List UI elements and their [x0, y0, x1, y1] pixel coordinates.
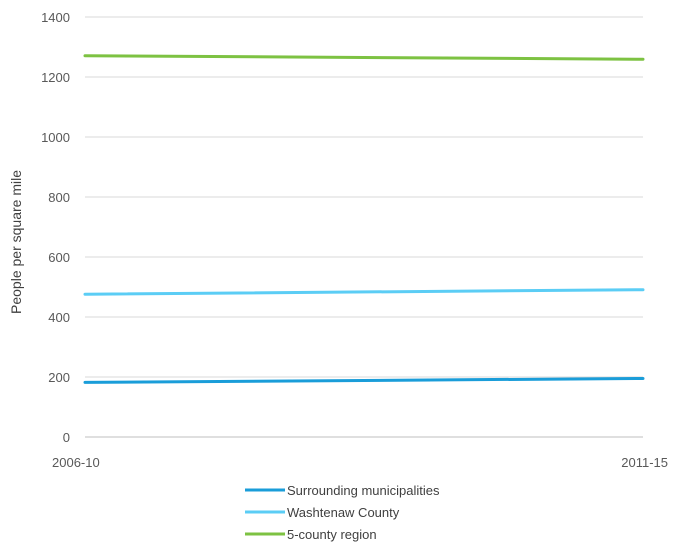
y-tick-label: 400 — [48, 310, 70, 325]
y-tick-label: 200 — [48, 370, 70, 385]
y-tick-label: 1000 — [41, 130, 70, 145]
y-axis-label: People per square mile — [8, 170, 24, 314]
y-tick-label: 800 — [48, 190, 70, 205]
series-line — [83, 54, 645, 61]
y-tick-label: 1400 — [41, 10, 70, 25]
series-line — [83, 377, 645, 384]
legend-label: Surrounding municipalities — [287, 483, 440, 498]
x-axis-ticks: 2006-10 2011-15 — [52, 455, 668, 470]
x-tick-label: 2011-15 — [621, 455, 668, 470]
legend-label: 5-county region — [287, 527, 377, 542]
x-tick-label: 2006-10 — [52, 455, 100, 470]
y-axis-ticks: 0 200 400 600 800 1000 1200 1400 — [41, 10, 70, 445]
y-tick-label: 0 — [63, 430, 70, 445]
y-tick-label: 600 — [48, 250, 70, 265]
gridlines — [85, 16, 643, 438]
y-tick-label: 1200 — [41, 70, 70, 85]
series-line — [83, 288, 645, 296]
series-lines — [83, 54, 645, 384]
legend-label: Washtenaw County — [287, 505, 400, 520]
legend: Surrounding municipalities Washtenaw Coun… — [245, 483, 440, 542]
